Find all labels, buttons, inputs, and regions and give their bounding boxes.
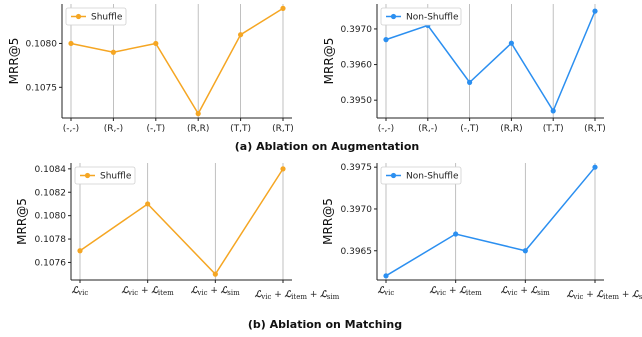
x-tick-label: (T,T) xyxy=(543,124,564,134)
x-tick-label: (R,R) xyxy=(500,124,522,134)
data-point xyxy=(592,164,598,170)
x-tick-label: (R,-) xyxy=(104,124,123,134)
data-point xyxy=(212,271,218,277)
y-tick-label: 0.1082 xyxy=(35,188,67,198)
data-point xyxy=(592,8,598,14)
y-tick-label: 0.3970 xyxy=(341,205,373,215)
y-tick-label: 0.1076 xyxy=(35,258,67,268)
y-tick-label: 0.1080 xyxy=(26,39,58,49)
x-tick-label: (R,-) xyxy=(418,124,437,134)
x-tick-label: (T,T) xyxy=(230,124,251,134)
legend-label: Shuffle xyxy=(100,172,132,182)
legend-label: Shuffle xyxy=(91,13,123,23)
legend-box xyxy=(380,166,462,185)
legend-swatch-marker xyxy=(390,13,397,20)
x-tick-label: (-,-) xyxy=(63,124,79,134)
data-point xyxy=(77,248,83,254)
chart-match-nonshuffle: 0.3965 0.3970 0.3975 ℒvic​ ℒvic​ + ℒitem​ ℒvi… xyxy=(321,163,642,301)
x-tick-label: (-,T) xyxy=(146,124,165,134)
y-tick-label: 0.1084 xyxy=(35,165,67,175)
y-axis-label: MRR@5 xyxy=(321,198,335,245)
data-point xyxy=(550,108,556,114)
x-tick-label: ℒvic​ xyxy=(378,286,395,297)
x-tick-label: (-,T) xyxy=(460,124,479,134)
data-point xyxy=(383,273,389,279)
x-tick-label: (R,T) xyxy=(272,124,294,134)
y-tick-label: 0.1075 xyxy=(26,83,58,93)
x-tick-label: ℒvic​ + ℒsim​ xyxy=(191,286,240,297)
series-line xyxy=(70,7,284,116)
data-point xyxy=(383,37,389,43)
caption-augmentation: (a) Ablation on Augmentation xyxy=(235,140,419,153)
x-tick-label: ℒvic​ + ℒitem​ + ℒsim​ xyxy=(255,290,340,301)
data-point xyxy=(453,231,459,237)
data-point xyxy=(522,248,528,254)
data-point xyxy=(280,166,286,172)
data-point xyxy=(508,40,514,46)
data-point xyxy=(153,40,159,47)
y-axis-label: MRR@5 xyxy=(322,38,336,85)
y-tick-label: 0.3960 xyxy=(341,61,373,71)
data-point xyxy=(280,5,286,11)
y-tick-label: 0.3970 xyxy=(341,25,373,35)
x-tick-label: ℒvic​ + ℒitem​ + ℒsim​ xyxy=(567,290,642,301)
x-tick-label: ℒvic​ + ℒitem​ xyxy=(122,286,175,297)
x-tick-label: (-,-) xyxy=(378,124,394,134)
y-tick-label: 0.3965 xyxy=(341,247,373,257)
y-axis-label: MRR@5 xyxy=(7,38,21,85)
data-point xyxy=(195,111,201,117)
x-tick-label: (R,R) xyxy=(187,124,209,134)
data-point xyxy=(110,49,116,55)
series-line xyxy=(385,10,596,113)
legend-box xyxy=(380,7,462,26)
x-tick-label: ℒvic​ xyxy=(72,286,89,297)
y-axis-label: MRR@5 xyxy=(15,198,29,245)
data-point xyxy=(238,32,244,38)
x-tick-label: ℒvic​ + ℒsim​ xyxy=(501,286,550,297)
y-tick-label: 0.3975 xyxy=(341,163,373,173)
legend-label: Non-Shuffle xyxy=(406,13,459,23)
x-tick-label: ℒvic​ + ℒitem​ xyxy=(430,286,483,297)
caption-matching: (b) Ablation on Matching xyxy=(248,318,402,331)
data-point xyxy=(145,201,151,207)
chart-aug-shuffle: 0.1075 0.1080 (-,-) (R,-) (-,T) (R,R) (T,T) (R,… xyxy=(7,4,294,134)
chart-match-shuffle: 0.1076 0.1078 0.1080 0.1082 0.1084 ℒvic​ ℒvic​… xyxy=(15,163,340,301)
y-tick-label: 0.1078 xyxy=(35,235,67,245)
legend-swatch-marker xyxy=(390,172,397,179)
series-line xyxy=(385,166,596,277)
legend-box xyxy=(65,7,127,26)
x-tick-label: (R,T) xyxy=(584,124,606,134)
legend-label: Non-Shuffle xyxy=(406,172,459,182)
series-line xyxy=(79,168,284,276)
legend-swatch-marker xyxy=(75,13,82,20)
legend-box xyxy=(74,166,136,185)
y-tick-label: 0.1080 xyxy=(35,212,67,222)
data-point xyxy=(68,40,74,47)
legend-swatch-marker xyxy=(84,172,91,179)
y-tick-label: 0.3950 xyxy=(341,96,373,106)
chart-aug-nonshuffle: 0.3950 0.3960 0.3970 (-,-) (R,-) (-,T) (R,R) (T… xyxy=(322,4,606,134)
data-point xyxy=(467,79,473,85)
